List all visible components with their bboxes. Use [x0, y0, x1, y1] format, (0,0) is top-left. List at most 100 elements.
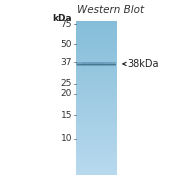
- Bar: [94, 62, 95, 66]
- Bar: [100, 62, 101, 66]
- Text: kDa: kDa: [52, 14, 72, 22]
- Bar: [76, 170, 117, 172]
- Bar: [76, 145, 117, 147]
- Text: 25: 25: [61, 79, 72, 88]
- Bar: [101, 62, 102, 66]
- Bar: [76, 153, 117, 155]
- Bar: [76, 156, 117, 158]
- Bar: [76, 104, 117, 105]
- Bar: [76, 90, 117, 91]
- Bar: [76, 168, 117, 170]
- Bar: [76, 148, 117, 150]
- Bar: [76, 116, 117, 118]
- Bar: [77, 62, 78, 66]
- Bar: [76, 36, 117, 38]
- Bar: [76, 94, 117, 96]
- Bar: [97, 62, 98, 66]
- Bar: [76, 136, 117, 138]
- Bar: [76, 91, 117, 93]
- Bar: [76, 128, 117, 130]
- Bar: [76, 44, 117, 45]
- Bar: [76, 87, 117, 88]
- Bar: [76, 162, 117, 164]
- Bar: [76, 67, 117, 68]
- Bar: [79, 62, 80, 66]
- Bar: [76, 76, 117, 78]
- Bar: [76, 142, 117, 144]
- Bar: [76, 164, 117, 165]
- Bar: [109, 62, 110, 66]
- Bar: [76, 110, 117, 111]
- Bar: [76, 98, 117, 99]
- Bar: [76, 93, 117, 94]
- Bar: [93, 62, 94, 66]
- Bar: [76, 139, 117, 141]
- Bar: [98, 62, 99, 66]
- Bar: [90, 62, 91, 66]
- Bar: [76, 165, 117, 167]
- Bar: [76, 101, 117, 102]
- Bar: [76, 102, 117, 104]
- Bar: [96, 62, 97, 66]
- Bar: [76, 71, 117, 73]
- Bar: [85, 62, 86, 66]
- Bar: [110, 62, 111, 66]
- Bar: [106, 62, 107, 66]
- Bar: [76, 147, 117, 148]
- Text: 75: 75: [60, 20, 72, 29]
- Bar: [82, 62, 83, 66]
- Bar: [76, 161, 117, 162]
- Bar: [76, 47, 117, 48]
- Bar: [107, 62, 108, 66]
- Bar: [76, 124, 117, 125]
- Bar: [84, 62, 85, 66]
- Bar: [113, 62, 114, 66]
- Bar: [78, 62, 79, 66]
- Bar: [76, 138, 117, 139]
- Bar: [76, 39, 117, 41]
- Bar: [102, 62, 103, 66]
- Bar: [76, 158, 117, 159]
- Bar: [76, 115, 117, 116]
- Bar: [76, 155, 117, 156]
- Bar: [76, 45, 117, 47]
- Bar: [76, 28, 117, 30]
- Bar: [87, 62, 88, 66]
- Bar: [76, 141, 117, 142]
- Text: Western Blot: Western Blot: [77, 5, 144, 15]
- Bar: [76, 41, 117, 42]
- Bar: [76, 84, 117, 85]
- Bar: [76, 96, 117, 98]
- Bar: [76, 78, 117, 79]
- Text: 20: 20: [61, 89, 72, 98]
- Bar: [81, 62, 82, 66]
- Bar: [108, 62, 109, 66]
- Bar: [76, 58, 117, 59]
- Bar: [99, 62, 100, 66]
- Bar: [76, 113, 117, 115]
- Bar: [83, 62, 84, 66]
- Bar: [76, 135, 117, 136]
- Bar: [76, 27, 117, 28]
- Bar: [76, 53, 117, 55]
- Bar: [76, 118, 117, 119]
- Bar: [103, 62, 104, 66]
- Bar: [76, 125, 117, 127]
- Bar: [76, 31, 117, 33]
- Bar: [76, 172, 117, 173]
- Bar: [76, 152, 117, 153]
- Bar: [115, 62, 116, 66]
- Bar: [76, 85, 117, 87]
- Bar: [76, 64, 117, 65]
- Bar: [86, 62, 87, 66]
- Bar: [76, 173, 117, 175]
- Text: 10: 10: [60, 134, 72, 143]
- Bar: [76, 107, 117, 108]
- Bar: [76, 65, 117, 67]
- Bar: [76, 22, 117, 24]
- Bar: [112, 62, 113, 66]
- Bar: [76, 59, 117, 61]
- Bar: [76, 159, 117, 161]
- Bar: [76, 132, 117, 133]
- Bar: [76, 50, 117, 51]
